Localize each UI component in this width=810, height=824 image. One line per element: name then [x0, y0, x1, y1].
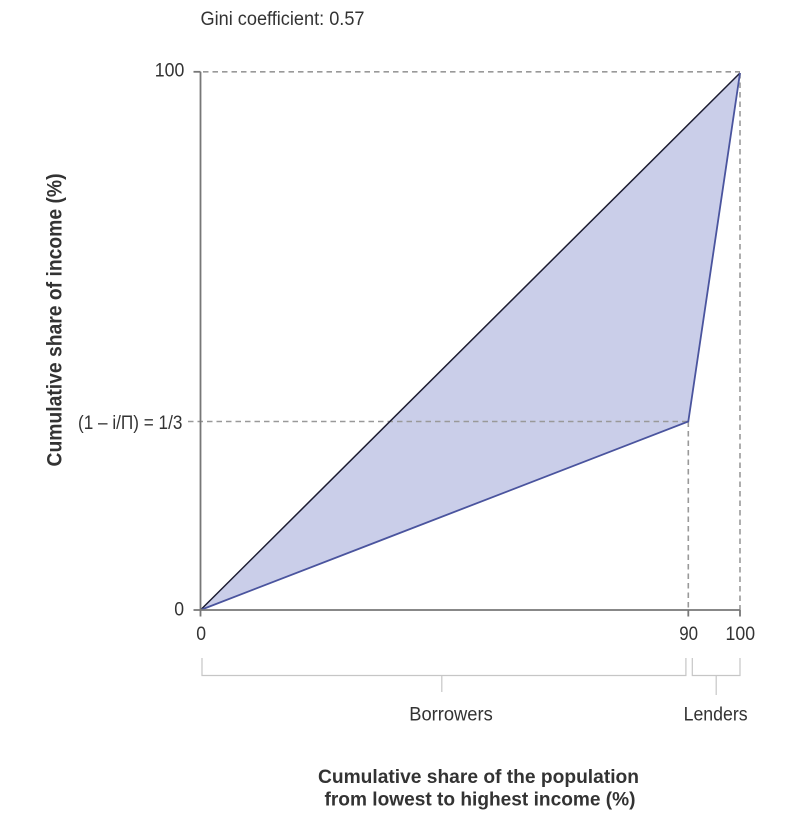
svg-text:0: 0 — [174, 599, 184, 621]
svg-text:Borrowers: Borrowers — [409, 704, 493, 726]
svg-text:100: 100 — [726, 623, 756, 645]
svg-text:from lowest to highest income: from lowest to highest income (%) — [325, 789, 636, 811]
svg-text:100: 100 — [155, 59, 185, 81]
svg-text:Cumulative share of the popula: Cumulative share of the population — [318, 766, 639, 788]
svg-text:(1 – i/Π) = 1/3: (1 – i/Π) = 1/3 — [78, 412, 182, 434]
svg-text:Gini coefficient: 0.57: Gini coefficient: 0.57 — [201, 8, 365, 30]
svg-text:90: 90 — [679, 623, 698, 645]
svg-text:Cumulative share of income (%): Cumulative share of income (%) — [43, 174, 67, 467]
svg-text:0: 0 — [196, 623, 206, 645]
svg-text:Lenders: Lenders — [684, 704, 748, 726]
